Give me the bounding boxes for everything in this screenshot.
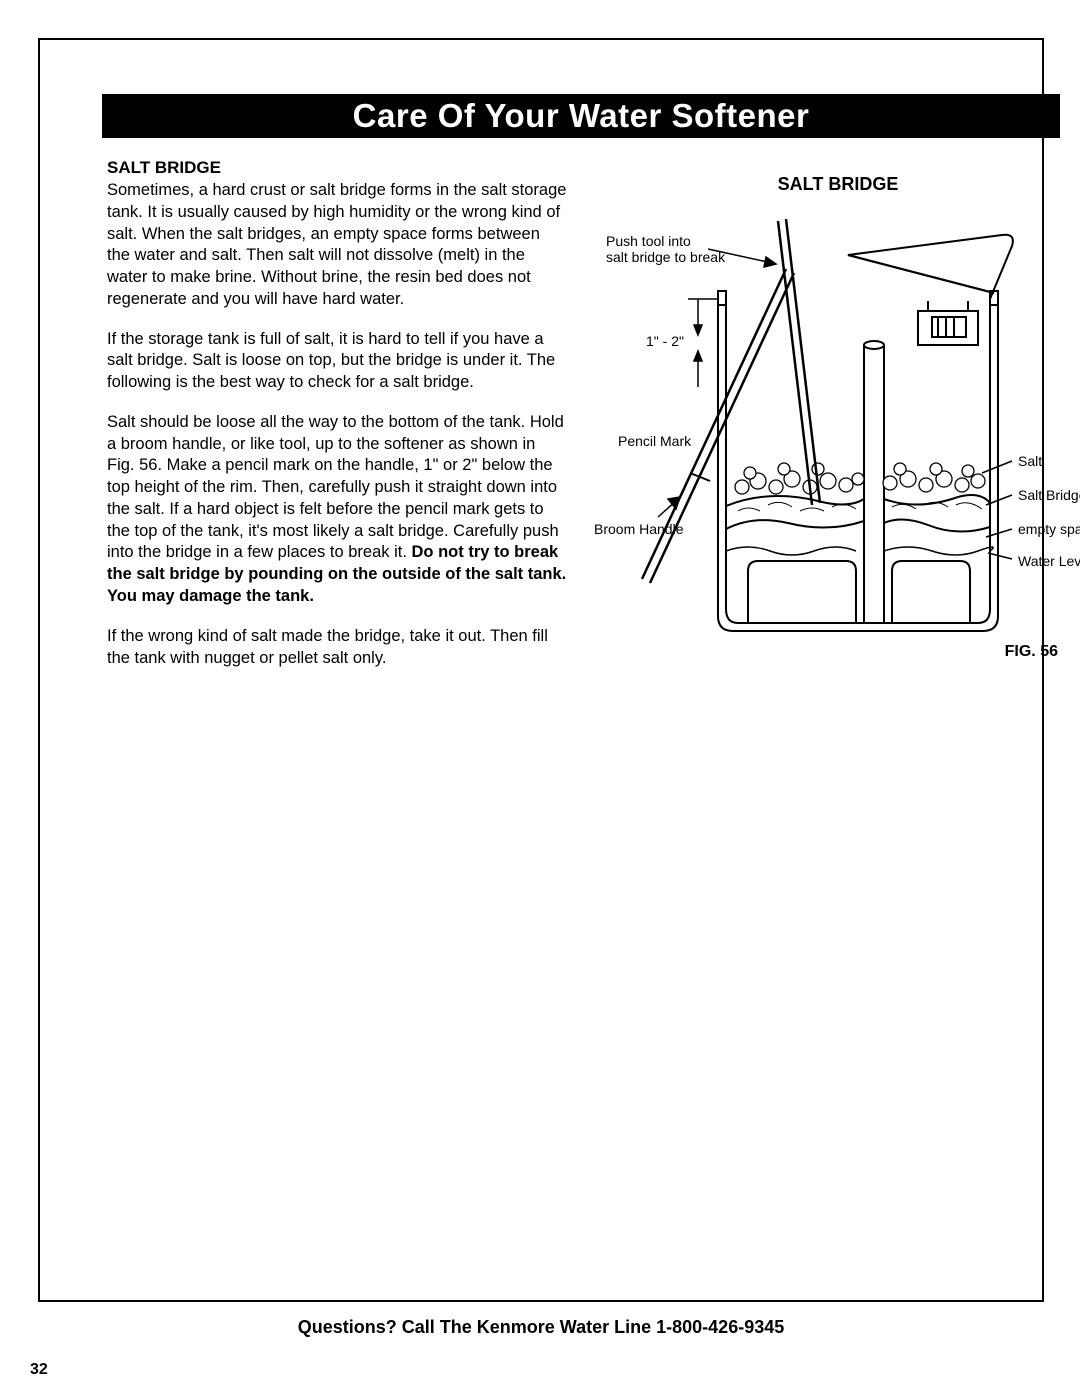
label-gap: 1" - 2" <box>646 333 684 349</box>
label-empty-space: empty space <box>1018 521 1080 537</box>
section-heading-salt-bridge: SALT BRIDGE <box>107 158 567 178</box>
label-water-level: Water Level <box>1018 553 1080 569</box>
left-column: SALT BRIDGE Sometimes, a hard crust or s… <box>107 158 567 687</box>
page-title-bar: Care Of Your Water Softener <box>102 94 1060 138</box>
label-broom-handle: Broom Handle <box>594 521 684 537</box>
page-frame: Care Of Your Water Softener SALT BRIDGE … <box>38 38 1044 1302</box>
paragraph-1: Sometimes, a hard crust or salt bridge f… <box>107 180 567 311</box>
paragraph-3a: Salt should be loose all the way to the … <box>107 413 564 562</box>
paragraph-4: If the wrong kind of salt made the bridg… <box>107 626 567 670</box>
figure-caption: FIG. 56 <box>1005 643 1058 661</box>
paragraph-2: If the storage tank is full of salt, it … <box>107 329 567 394</box>
right-column: SALT BRIDGE <box>588 174 1058 651</box>
label-push-tool: Push tool into salt bridge to break <box>606 233 726 265</box>
diagram-title: SALT BRIDGE <box>678 174 998 195</box>
label-pencil-mark: Pencil Mark <box>618 433 691 449</box>
paragraph-3: Salt should be loose all the way to the … <box>107 412 567 608</box>
label-salt: Salt <box>1018 453 1042 469</box>
salt-bridge-diagram: Push tool into salt bridge to break 1" -… <box>588 211 1058 651</box>
page-number: 32 <box>30 1361 48 1379</box>
footer-help-line: Questions? Call The Kenmore Water Line 1… <box>40 1317 1042 1338</box>
label-salt-bridge: Salt Bridge <box>1018 487 1080 503</box>
diagram-svg <box>588 211 1058 651</box>
